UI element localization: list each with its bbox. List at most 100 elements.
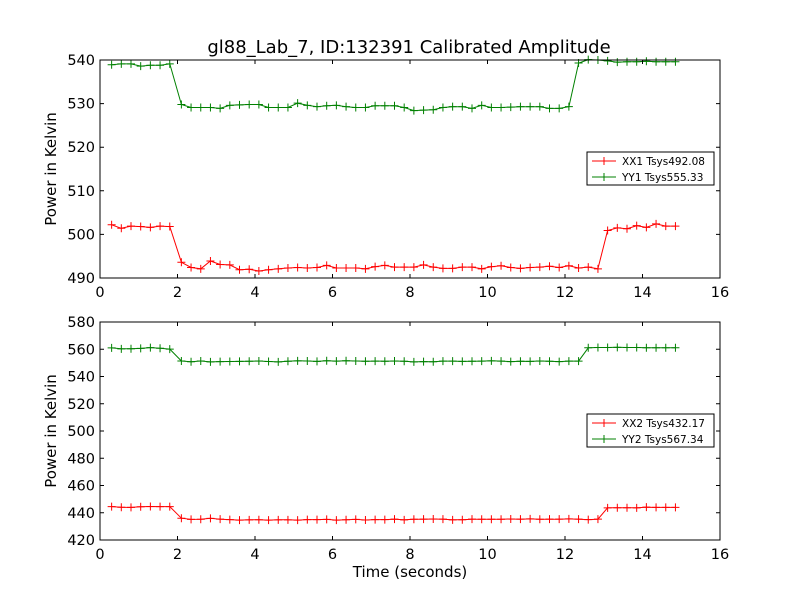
data-point <box>419 260 428 269</box>
data-point <box>146 61 155 70</box>
data-point <box>623 224 631 233</box>
bottom-panel: 0 2 4 6 8 10 12 14 16 420 440 460 480 500 520 540 560 580… <box>42 315 729 581</box>
data-point <box>156 222 165 231</box>
data-point <box>400 357 409 366</box>
data-point <box>477 264 486 273</box>
data-point <box>264 357 273 366</box>
data-point <box>390 515 399 524</box>
data-point <box>127 59 135 68</box>
data-point <box>254 515 263 524</box>
y-tick-label: 520 <box>67 397 95 413</box>
data-point <box>409 263 418 272</box>
data-point <box>526 263 535 272</box>
data-point <box>371 357 380 366</box>
data-point <box>564 357 573 366</box>
data-point <box>225 101 234 110</box>
data-point <box>235 357 244 366</box>
data-point <box>555 263 564 272</box>
data-point <box>165 345 174 354</box>
data-point <box>613 343 622 352</box>
x-axis-label: Time (seconds) <box>352 563 468 581</box>
data-point <box>274 515 283 524</box>
data-point <box>574 357 583 366</box>
data-point <box>526 357 535 366</box>
data-point <box>516 102 525 111</box>
series-line-yy <box>111 346 676 363</box>
x-tick-label: 6 <box>328 285 337 301</box>
data-point <box>409 106 418 115</box>
data-point <box>264 103 273 112</box>
y-tick-label: 520 <box>67 140 95 156</box>
data-point <box>671 222 680 231</box>
data-point <box>438 264 447 273</box>
data-point <box>545 104 554 113</box>
data-point <box>661 57 670 66</box>
data-point <box>516 357 525 366</box>
data-point <box>429 105 438 114</box>
data-point <box>156 61 165 70</box>
data-point <box>245 265 254 274</box>
data-point <box>593 264 602 273</box>
data-point <box>409 357 418 366</box>
y-tick-label: 540 <box>67 53 95 69</box>
data-point <box>487 515 496 524</box>
data-point <box>458 263 467 272</box>
data-point <box>671 343 680 352</box>
data-point <box>165 222 174 231</box>
data-point <box>409 515 418 524</box>
data-point <box>313 102 321 111</box>
data-point <box>400 263 409 272</box>
data-point <box>487 103 496 112</box>
data-point <box>235 516 244 525</box>
data-point <box>448 357 457 366</box>
data-point <box>438 515 447 524</box>
data-point <box>613 223 622 232</box>
data-point <box>535 515 544 524</box>
data-point <box>448 515 457 524</box>
data-point <box>187 263 196 272</box>
data-point <box>584 515 593 524</box>
data-point <box>555 104 564 113</box>
x-tick-label: 4 <box>250 547 259 563</box>
data-point <box>429 263 438 272</box>
data-point <box>187 357 196 366</box>
x-tick-label: 2 <box>173 285 182 301</box>
data-point <box>380 515 389 524</box>
data-point <box>165 502 174 511</box>
data-point <box>177 514 186 523</box>
data-point <box>613 58 622 67</box>
data-point <box>245 100 254 109</box>
data-point <box>196 264 205 273</box>
data-point <box>623 343 631 352</box>
data-point <box>380 101 389 110</box>
data-point <box>303 101 312 110</box>
data-point <box>642 343 651 352</box>
y-axis-label: Power in Kelvin <box>42 374 60 488</box>
data-point <box>196 356 205 365</box>
data-point <box>117 224 126 233</box>
y-tick-label: 560 <box>67 342 95 358</box>
data-point <box>361 103 370 112</box>
x-tick-label: 12 <box>556 547 574 563</box>
y-tick-label: 460 <box>67 479 95 495</box>
data-point <box>156 502 165 511</box>
data-point <box>632 503 641 512</box>
data-point <box>516 515 525 524</box>
data-point <box>293 99 302 108</box>
data-point <box>535 102 544 111</box>
data-point <box>107 502 116 511</box>
data-point <box>351 263 360 272</box>
data-point <box>225 515 234 524</box>
data-point <box>574 263 583 272</box>
data-point <box>332 263 341 272</box>
data-point <box>468 104 476 113</box>
data-point <box>225 260 234 269</box>
data-point <box>555 357 564 366</box>
data-point <box>342 102 351 111</box>
data-point <box>117 344 126 353</box>
data-point <box>516 264 525 273</box>
data-point <box>293 263 302 272</box>
data-point <box>303 515 312 524</box>
data-point <box>332 357 341 366</box>
data-point <box>274 103 283 112</box>
